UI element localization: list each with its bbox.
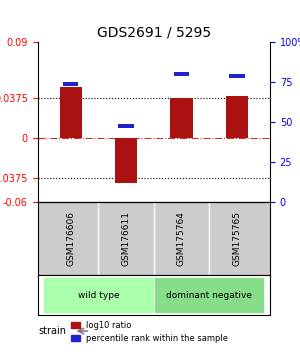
Text: GSM176611: GSM176611 — [122, 211, 130, 266]
Bar — [63, 82, 79, 86]
Text: GSM176606: GSM176606 — [66, 211, 75, 266]
Title: GDS2691 / 5295: GDS2691 / 5295 — [97, 26, 211, 40]
Text: dominant negative: dominant negative — [166, 291, 252, 299]
Text: GSM175765: GSM175765 — [232, 211, 241, 266]
Text: GSM175764: GSM175764 — [177, 211, 186, 266]
Bar — [60, 87, 82, 138]
Bar — [229, 74, 244, 78]
Text: strain: strain — [39, 326, 67, 336]
Bar — [226, 96, 248, 138]
FancyBboxPatch shape — [43, 277, 154, 313]
Bar — [170, 98, 193, 138]
FancyBboxPatch shape — [154, 277, 265, 313]
Text: wild type: wild type — [78, 291, 119, 299]
Bar — [118, 124, 134, 128]
Bar — [115, 138, 137, 183]
Bar — [174, 73, 189, 76]
Legend: log10 ratio, percentile rank within the sample: log10 ratio, percentile rank within the … — [68, 318, 232, 346]
